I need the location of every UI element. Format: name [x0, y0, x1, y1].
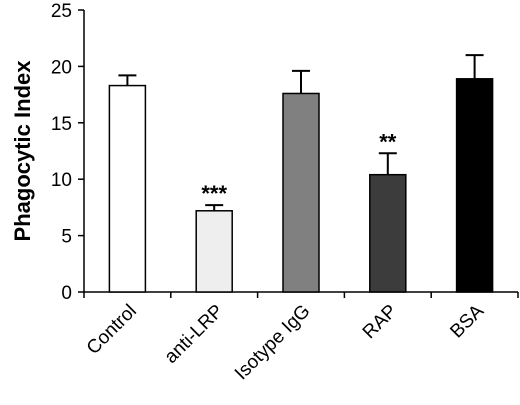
bar-isotype-igg [282, 92, 320, 293]
x-category-label: Isotype IgG [231, 301, 315, 385]
y-tick-label: 10 [51, 170, 72, 191]
y-axis-label: Phagocytic Index [10, 60, 35, 242]
x-category-label: anti-LRP [161, 301, 228, 368]
y-tick-label: 20 [51, 57, 72, 78]
y-tick-label: 25 [51, 1, 72, 22]
x-labels: Control anti-LRP Isotype IgG RAP BSA [83, 300, 489, 384]
y-tick-label: 15 [51, 114, 72, 135]
x-category-label: RAP [359, 301, 401, 343]
significance-annotation: *** [201, 181, 227, 206]
y-ticks: 0 5 10 15 20 25 [51, 1, 84, 304]
y-tick-label: 5 [61, 227, 72, 248]
bars: ***** [83, 54, 519, 298]
significance-annotation: ** [379, 129, 397, 154]
bar-rap [369, 173, 407, 293]
bar-anti-lrp [195, 210, 233, 293]
y-tick-label: 0 [61, 283, 72, 304]
x-category-label: BSA [446, 300, 488, 342]
bar-control [108, 84, 147, 293]
bar-bsa [455, 78, 494, 293]
x-category-label: Control [83, 301, 141, 359]
